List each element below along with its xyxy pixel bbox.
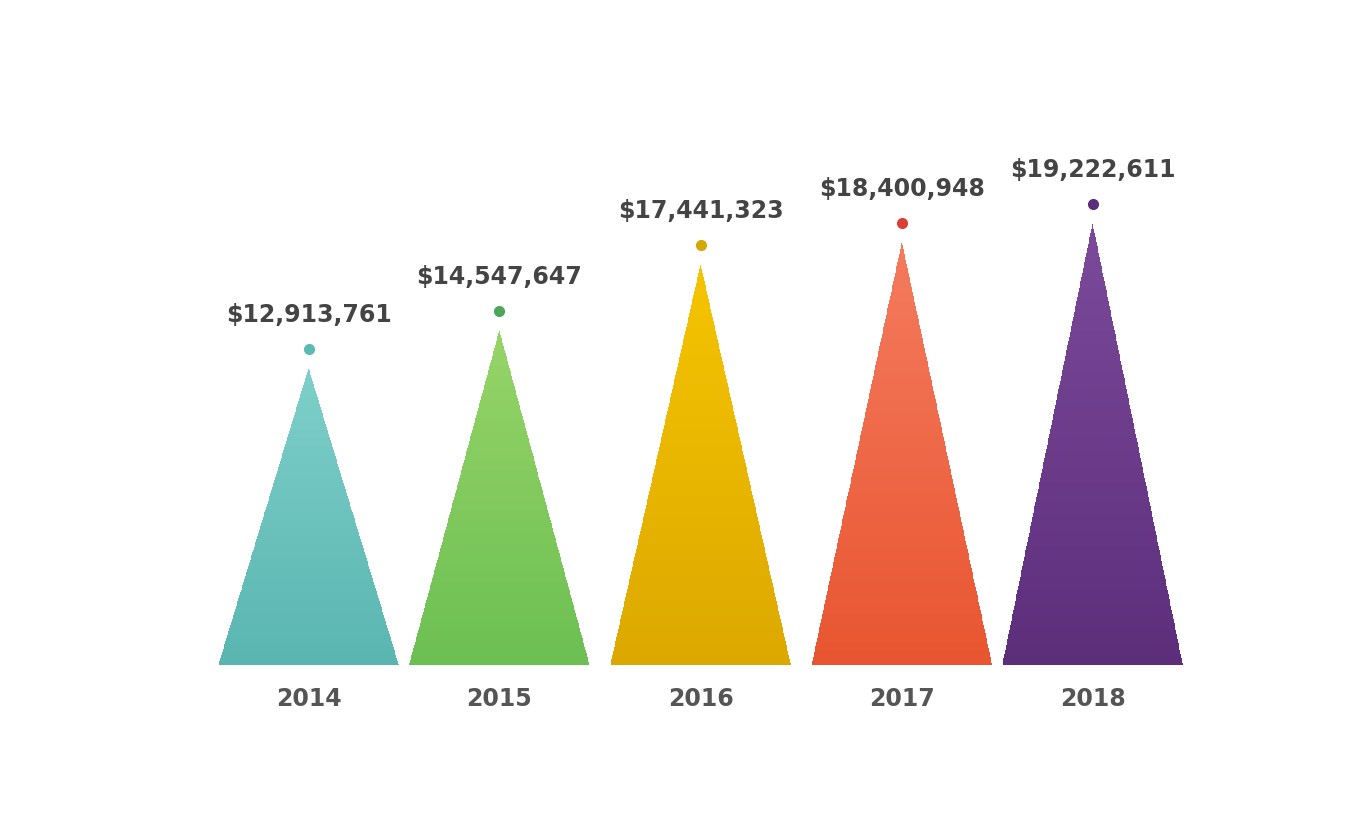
Text: 2017: 2017	[869, 687, 935, 711]
Text: $17,441,323: $17,441,323	[618, 199, 783, 222]
Text: $14,547,647: $14,547,647	[417, 265, 582, 289]
Text: 2015: 2015	[466, 687, 532, 711]
Text: $19,222,611: $19,222,611	[1010, 158, 1176, 182]
Text: 2018: 2018	[1059, 687, 1125, 711]
Text: 2014: 2014	[276, 687, 342, 711]
Text: $12,913,761: $12,913,761	[226, 303, 391, 326]
Text: 2016: 2016	[667, 687, 734, 711]
Text: $18,400,948: $18,400,948	[819, 177, 984, 200]
